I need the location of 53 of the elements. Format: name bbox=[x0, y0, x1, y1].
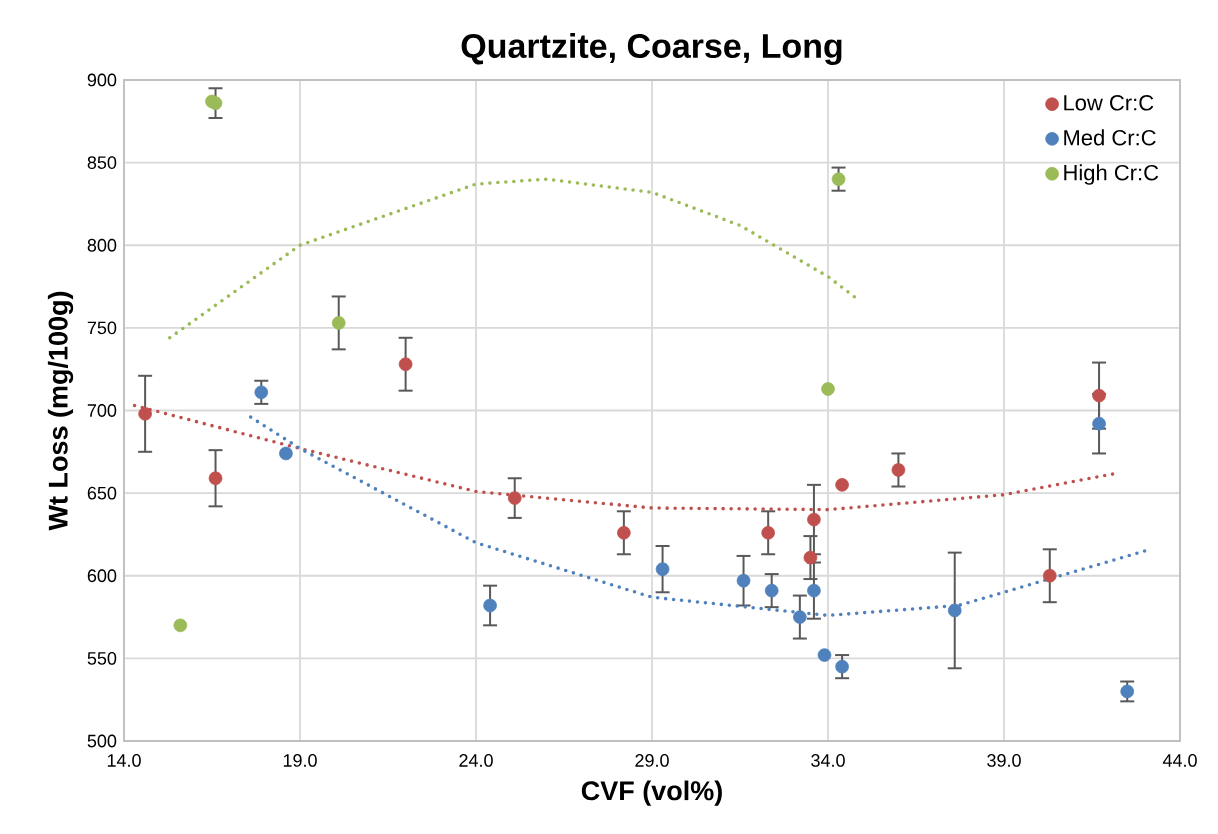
y-tick-label: 850 bbox=[87, 156, 117, 169]
point bbox=[891, 463, 906, 477]
point bbox=[736, 573, 751, 588]
point bbox=[617, 525, 631, 540]
point bbox=[138, 407, 152, 421]
point bbox=[761, 525, 775, 540]
y-axis-title: Wt Loss (mg/100g) bbox=[47, 291, 74, 531]
point bbox=[817, 648, 832, 662]
x-tick-label: 29.0 bbox=[635, 754, 669, 767]
point bbox=[655, 562, 670, 576]
x-tick-label: 24.0 bbox=[459, 754, 493, 767]
y-tick-label: 750 bbox=[87, 321, 117, 335]
chart-title: Quartzite, Coarse, Long bbox=[461, 33, 842, 65]
x-tick-label: 34.0 bbox=[811, 754, 845, 767]
y-tick-label: 700 bbox=[87, 404, 117, 417]
point bbox=[331, 316, 346, 330]
y-tick-label: 900 bbox=[87, 73, 117, 87]
point bbox=[1092, 388, 1106, 403]
x-axis-title: CVF (vol%) bbox=[581, 780, 722, 806]
x-tick-label: 39.0 bbox=[987, 754, 1021, 767]
point bbox=[254, 385, 269, 400]
y-tick-label: 600 bbox=[87, 569, 117, 583]
point bbox=[279, 446, 293, 461]
line-series bbox=[167, 177, 858, 340]
x-tick-label: 44.0 bbox=[1162, 754, 1197, 767]
y-tick-label: 500 bbox=[87, 734, 117, 748]
point bbox=[208, 96, 223, 110]
point bbox=[807, 583, 821, 598]
point bbox=[1120, 684, 1135, 699]
y-tick-label: 800 bbox=[87, 238, 117, 252]
point bbox=[398, 357, 413, 372]
point bbox=[793, 610, 807, 624]
point bbox=[507, 491, 522, 505]
legend-label: High Cr:C bbox=[1064, 164, 1159, 185]
point bbox=[764, 583, 779, 598]
point bbox=[831, 172, 846, 186]
legend-label: Low Cr:C bbox=[1064, 95, 1154, 111]
y-tick-label: 650 bbox=[87, 486, 117, 500]
point bbox=[835, 659, 849, 674]
point bbox=[1092, 416, 1106, 431]
y-tick-label: 550 bbox=[87, 651, 117, 665]
x-tick-label: 19.0 bbox=[283, 754, 317, 767]
point bbox=[803, 550, 818, 565]
point bbox=[947, 603, 962, 618]
point bbox=[173, 618, 188, 633]
point bbox=[208, 471, 223, 486]
legend-label: Med Cr:C bbox=[1064, 129, 1156, 146]
point bbox=[483, 598, 497, 613]
x-tick-label: 14.0 bbox=[107, 754, 141, 767]
point bbox=[821, 382, 835, 396]
point bbox=[1042, 568, 1057, 583]
point bbox=[835, 478, 849, 492]
point bbox=[807, 512, 821, 527]
